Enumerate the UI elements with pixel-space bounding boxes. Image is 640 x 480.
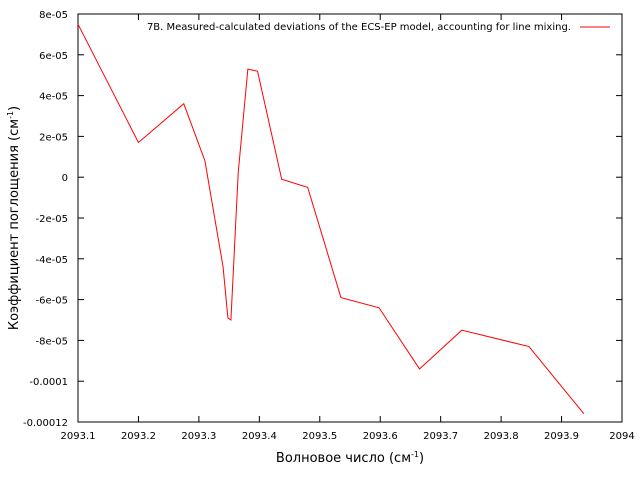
- x-tick-label: 2093.8: [484, 431, 519, 442]
- x-tick-label: 2093.6: [363, 431, 398, 442]
- x-tick-label: 2093.4: [242, 431, 277, 442]
- series-line: [77, 23, 585, 415]
- y-axis-title: Коэффициент поглощения (см-1): [6, 106, 22, 330]
- y-tick-label: -8e-05: [36, 336, 68, 347]
- legend: 7B. Measured-calculated deviations of th…: [147, 22, 610, 33]
- x-tick-label: 2093.5: [302, 431, 337, 442]
- y-tick-label: 6e-05: [39, 51, 68, 62]
- y-tick-label: 8e-05: [39, 10, 68, 21]
- y-tick-label: -2e-05: [36, 214, 68, 225]
- x-axis-title: Волновое число (см-1): [276, 450, 424, 466]
- x-tick-label: 2093.9: [544, 431, 579, 442]
- y-axis-title-sup: -1: [6, 111, 15, 119]
- series-group: [77, 23, 585, 415]
- y-tick-label: -0.00012: [23, 418, 68, 429]
- y-tick-label: 2e-05: [39, 132, 68, 143]
- y-tick-labels: 8e-05 6e-05 4e-05 2e-05 0 -2e-05 -4e-05 -6e-05 -…: [23, 10, 68, 429]
- y-tick-label: 4e-05: [39, 92, 68, 103]
- x-tick-label: 2093.3: [181, 431, 216, 442]
- y-tick-label: -0.0001: [29, 377, 68, 388]
- x-tick-label: 2093.1: [61, 431, 96, 442]
- y-tick-label: 0: [62, 173, 68, 184]
- x-tick-label: 2094: [609, 431, 634, 442]
- x-tick-label: 2093.7: [423, 431, 458, 442]
- x-tick-label: 2093.2: [121, 431, 156, 442]
- axis-ticks: [77, 13, 623, 423]
- y-tick-label: -6e-05: [36, 296, 68, 307]
- x-axis-title-sup: -1: [411, 450, 419, 459]
- y-tick-label: -4e-05: [36, 255, 68, 266]
- x-tick-labels: 2093.1 2093.2 2093.3 2093.4 2093.5 2093.6 2093…: [61, 431, 635, 442]
- legend-label: 7B. Measured-calculated deviations of th…: [147, 22, 571, 33]
